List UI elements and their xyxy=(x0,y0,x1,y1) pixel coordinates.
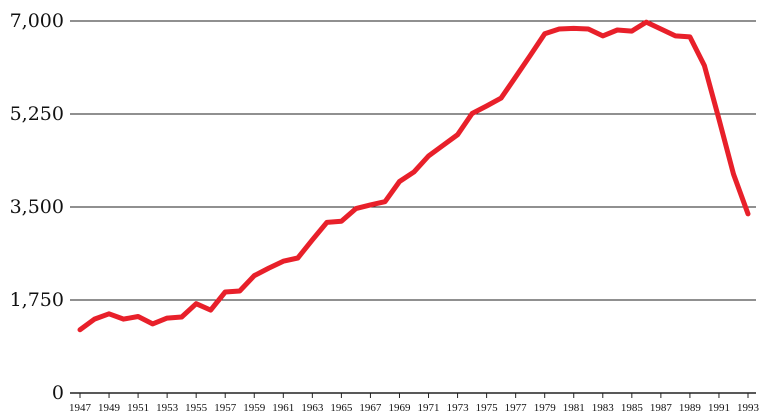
y-tick-label: 3,500 xyxy=(10,196,64,218)
x-tick-label: 1969 xyxy=(388,402,411,414)
y-tick-label: 7,000 xyxy=(10,10,64,32)
x-tick-label: 1957 xyxy=(214,402,237,414)
y-axis-ticks: 0 1,750 3,500 5,250 7,000 xyxy=(10,10,64,404)
x-tick-label: 1979 xyxy=(534,402,557,414)
x-tick-label: 1949 xyxy=(98,402,121,414)
x-tick-label: 1959 xyxy=(243,402,266,414)
x-tick-label: 1975 xyxy=(476,402,499,414)
x-tick-label: 1961 xyxy=(272,402,294,414)
x-tick-label: 1971 xyxy=(418,402,440,414)
y-tick-label: 5,250 xyxy=(10,103,64,125)
x-tick-label: 1985 xyxy=(621,402,644,414)
x-tick-label: 1953 xyxy=(156,402,179,414)
x-tick-label: 1987 xyxy=(650,402,673,414)
x-tick-label: 1973 xyxy=(447,402,470,414)
series-group xyxy=(77,19,751,333)
x-tick-label: 1993 xyxy=(737,402,760,414)
x-tick-label: 1947 xyxy=(69,402,92,414)
series-line xyxy=(77,19,751,333)
x-tick-label: 1955 xyxy=(185,402,208,414)
x-tick-label: 1989 xyxy=(679,402,702,414)
gridlines xyxy=(70,20,756,394)
x-tick-label: 1981 xyxy=(563,402,585,414)
x-tick-label: 1967 xyxy=(359,402,382,414)
x-tick-label: 1983 xyxy=(592,402,615,414)
x-tick-label: 1977 xyxy=(505,402,528,414)
x-tick-label: 1951 xyxy=(127,402,149,414)
x-axis-ticks: 1947 1949 1951 1953 1955 1957 1959 1961 1963 1965… xyxy=(69,393,760,414)
x-tick-label: 1991 xyxy=(708,402,730,414)
x-tick-label: 1963 xyxy=(301,402,324,414)
y-tick-label: 1,750 xyxy=(10,289,64,311)
x-tick-label: 1965 xyxy=(330,402,353,414)
y-tick-label: 0 xyxy=(52,382,64,404)
